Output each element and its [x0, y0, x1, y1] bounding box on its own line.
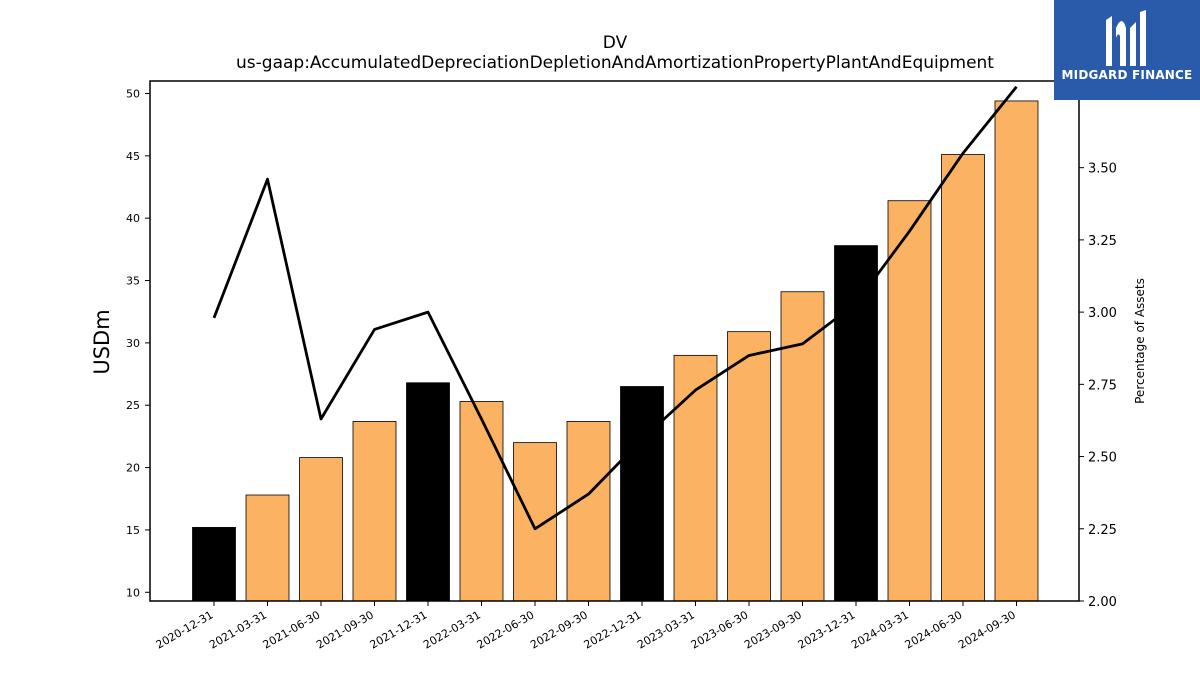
y2-tick-label: 3.25	[1088, 234, 1117, 249]
y-tick-label: 45	[126, 150, 140, 163]
brand-logo: MIDGARD FINANCE	[1054, 0, 1200, 100]
y2-tick-label: 2.25	[1088, 523, 1117, 538]
x-tick-label: 2022-03-31	[421, 608, 483, 651]
y2-tick-label: 2.00	[1088, 595, 1117, 610]
bar	[994, 100, 1039, 602]
x-tick-label: 2023-12-31	[796, 608, 858, 651]
midgard-logo-icon	[1106, 10, 1146, 66]
x-tick-label: 2024-03-31	[849, 608, 911, 651]
x-tick-label: 2024-06-30	[903, 608, 965, 651]
pct-assets-line	[212, 85, 1018, 531]
bar	[673, 354, 718, 602]
y2-tick-label: 2.75	[1088, 378, 1117, 393]
y-axis-label: USDm	[90, 309, 114, 374]
bars-group	[192, 100, 1039, 602]
bar	[780, 291, 825, 602]
y2-tick-label: 3.50	[1088, 162, 1117, 177]
y-tick-label: 30	[126, 337, 140, 350]
x-tick-label: 2021-12-31	[368, 608, 430, 651]
y-tick-label: 10	[126, 586, 140, 599]
chart-subtitle: us-gaap:AccumulatedDepreciationDepletion…	[236, 53, 994, 73]
chart-title: DV	[603, 33, 628, 53]
y2-axis: 2.00 2.25 2.50 2.75 3.00 3.25 3.50	[1079, 162, 1117, 610]
x-tick-label: 2022-06-30	[475, 608, 537, 651]
y-tick-label: 15	[126, 524, 140, 537]
y2-axis-label: Percentage of Assets	[1133, 278, 1147, 404]
y2-tick-label: 2.50	[1088, 451, 1117, 466]
x-tick-label: 2022-12-31	[582, 608, 644, 651]
x-axis: 2020-12-312021-03-312021-06-302021-09-30…	[154, 601, 1018, 652]
x-tick-label: 2021-09-30	[314, 608, 376, 651]
x-tick-label: 2022-09-30	[528, 608, 590, 651]
y-tick-label: 40	[126, 212, 140, 225]
bar	[459, 401, 504, 602]
x-tick-label: 2020-12-31	[154, 608, 216, 651]
y2-tick-label: 3.00	[1088, 306, 1117, 321]
bar	[352, 421, 397, 602]
bar	[620, 386, 664, 602]
bar	[887, 200, 932, 602]
bar	[727, 331, 771, 602]
logo-text: MIDGARD FINANCE	[1061, 68, 1193, 82]
x-tick-label: 2023-09-30	[742, 608, 804, 651]
x-tick-label: 2021-06-30	[261, 608, 323, 651]
bar	[513, 442, 557, 602]
x-tick-label: 2024-09-30	[956, 608, 1018, 651]
bar	[834, 245, 878, 602]
bar	[192, 527, 236, 602]
y-tick-label: 35	[126, 275, 140, 288]
bar	[299, 457, 343, 602]
y-axis: 10 15 20 25 30 35 40 45 50	[126, 87, 150, 599]
bar	[406, 382, 450, 602]
plot-frame	[149, 80, 1080, 602]
bar	[245, 494, 290, 602]
bar	[941, 154, 985, 602]
x-tick-label: 2021-03-31	[207, 608, 269, 651]
x-tick-label: 2023-03-31	[635, 608, 697, 651]
bar	[566, 421, 611, 602]
line-group	[212, 85, 1018, 531]
y-tick-label: 50	[126, 87, 140, 100]
x-tick-label: 2023-06-30	[689, 608, 751, 651]
y-tick-label: 25	[126, 399, 140, 412]
y-tick-label: 20	[126, 462, 140, 475]
